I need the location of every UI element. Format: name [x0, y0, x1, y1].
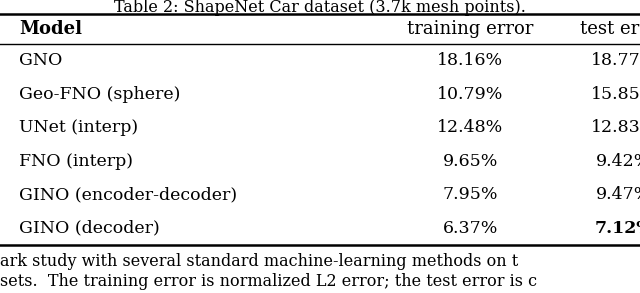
Text: UNet (interp): UNet (interp) [19, 119, 138, 136]
Text: 18.16%: 18.16% [437, 52, 504, 69]
Text: 18.77%: 18.77% [591, 52, 640, 69]
Text: 9.42%: 9.42% [596, 153, 640, 170]
Text: training error: training error [407, 20, 534, 38]
Text: 12.48%: 12.48% [437, 119, 504, 136]
Text: 7.12%: 7.12% [595, 220, 640, 237]
Text: Model: Model [19, 20, 82, 38]
Text: test error: test error [580, 20, 640, 38]
Text: 12.83%: 12.83% [591, 119, 640, 136]
Text: Table 2: ShapeNet Car dataset (3.7k mesh points).: Table 2: ShapeNet Car dataset (3.7k mesh… [114, 0, 526, 16]
Text: GINO (decoder): GINO (decoder) [19, 220, 160, 237]
Text: GNO: GNO [19, 52, 63, 69]
Text: FNO (interp): FNO (interp) [19, 153, 133, 170]
Text: 9.47%: 9.47% [596, 186, 640, 203]
Text: 6.37%: 6.37% [443, 220, 498, 237]
Text: 15.85%: 15.85% [591, 86, 640, 103]
Text: 7.95%: 7.95% [443, 186, 498, 203]
Text: sets.  The training error is normalized L2 error; the test error is c: sets. The training error is normalized L… [0, 272, 537, 289]
Text: 9.65%: 9.65% [443, 153, 498, 170]
Text: 10.79%: 10.79% [437, 86, 504, 103]
Text: GINO (encoder-decoder): GINO (encoder-decoder) [19, 186, 237, 203]
Text: ark study with several standard machine-learning methods on t: ark study with several standard machine-… [0, 253, 518, 270]
Text: Geo-FNO (sphere): Geo-FNO (sphere) [19, 86, 180, 103]
